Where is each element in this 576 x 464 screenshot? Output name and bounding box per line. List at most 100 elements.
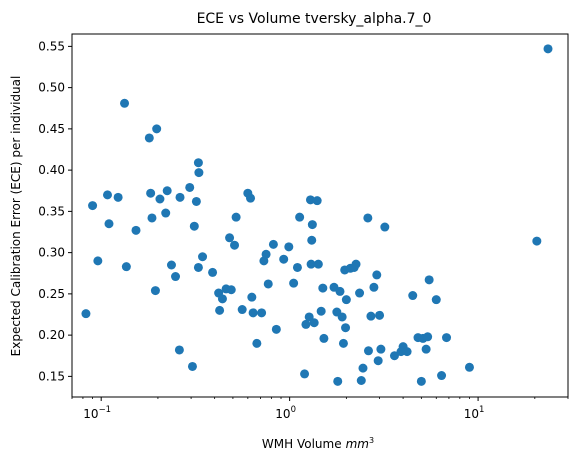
x-tick-label-0: 10−1: [83, 405, 111, 421]
data-point-34: [225, 233, 235, 243]
y-tick-label-4: 0.35: [38, 204, 65, 218]
data-point-17: [166, 260, 176, 270]
data-point-41: [247, 292, 257, 302]
data-point-14: [155, 194, 165, 204]
data-point-16: [162, 186, 172, 196]
data-point-86: [369, 282, 379, 292]
plot-background: [72, 34, 568, 397]
data-point-43: [252, 338, 262, 348]
data-point-51: [284, 242, 294, 252]
y-axis-title: Expected Calibration Error (ECE) per ind…: [9, 76, 23, 357]
y-tick-label-5: 0.40: [38, 163, 65, 177]
data-point-49: [271, 324, 281, 334]
data-point-76: [341, 295, 351, 305]
data-point-10: [146, 188, 156, 198]
data-point-62: [309, 318, 319, 328]
data-point-88: [373, 356, 383, 366]
points-layer: [81, 44, 553, 386]
data-point-107: [532, 236, 542, 246]
data-point-46: [261, 249, 271, 259]
data-point-72: [337, 312, 347, 322]
data-point-31: [215, 305, 225, 315]
data-point-4: [104, 219, 114, 229]
data-point-20: [174, 345, 184, 355]
data-point-38: [237, 305, 247, 315]
data-point-3: [102, 190, 112, 200]
data-point-70: [333, 376, 343, 386]
data-point-61: [307, 220, 317, 230]
data-point-37: [231, 212, 241, 222]
data-point-98: [416, 376, 426, 386]
data-point-53: [292, 262, 302, 272]
data-point-32: [217, 294, 227, 304]
data-point-28: [198, 252, 208, 262]
data-point-55: [300, 369, 310, 379]
data-point-0: [81, 309, 91, 319]
data-point-104: [437, 371, 447, 381]
data-point-2: [93, 256, 103, 266]
plot-area: 10−1 100 101 0.150.200.250.300.350.400.450…: [38, 33, 569, 421]
x-axis-unit-exponent: 3: [369, 436, 374, 445]
data-point-25: [193, 158, 203, 168]
data-point-35: [226, 285, 236, 295]
data-point-21: [185, 182, 195, 192]
x-axis-title-text: WMH Volume: [262, 437, 342, 451]
x-axis: 10−1 100 101: [71, 397, 569, 421]
data-point-90: [376, 344, 386, 354]
data-point-106: [464, 362, 474, 372]
data-point-83: [363, 213, 373, 223]
data-point-103: [431, 295, 441, 305]
data-point-80: [355, 288, 365, 298]
data-point-48: [268, 239, 278, 249]
data-point-66: [318, 283, 328, 293]
data-point-82: [358, 363, 368, 373]
data-point-42: [248, 308, 258, 318]
data-point-64: [313, 259, 323, 269]
y-axis: 0.15 0.20 0.25 0.30 0.35 0.40 0.45 0.50 0.55: [38, 39, 72, 383]
data-point-47: [263, 279, 273, 289]
data-point-7: [121, 262, 131, 272]
data-point-5: [113, 192, 123, 202]
x-axis-title: WMH Volume mm3: [262, 436, 374, 451]
data-point-8: [131, 225, 141, 235]
data-point-22: [187, 361, 197, 371]
data-point-9: [144, 133, 154, 143]
data-point-23: [189, 221, 199, 231]
data-point-73: [338, 338, 348, 348]
data-point-11: [147, 213, 157, 223]
data-point-18: [171, 272, 181, 282]
data-point-60: [307, 235, 317, 245]
data-point-84: [363, 346, 373, 356]
data-point-87: [372, 270, 382, 280]
data-point-101: [423, 332, 433, 342]
data-point-13: [152, 124, 162, 134]
data-point-1: [88, 201, 98, 211]
y-tick-label-0: 0.15: [38, 369, 65, 383]
data-point-81: [356, 376, 366, 385]
data-point-75: [341, 323, 351, 333]
y-tick-label-8: 0.55: [38, 39, 65, 53]
y-tick-label-7: 0.50: [38, 81, 65, 95]
data-point-102: [424, 275, 434, 285]
data-point-95: [402, 347, 412, 357]
data-point-67: [319, 333, 329, 343]
data-point-52: [289, 278, 299, 288]
data-point-85: [366, 311, 376, 321]
data-point-54: [295, 212, 305, 222]
data-point-36: [230, 240, 240, 250]
data-point-40: [246, 193, 256, 203]
data-point-15: [161, 208, 171, 218]
y-tick-label-6: 0.45: [38, 122, 65, 136]
data-point-89: [375, 310, 385, 320]
data-point-44: [257, 308, 267, 318]
data-point-59: [306, 259, 316, 269]
data-point-29: [208, 267, 218, 277]
y-tick-label-3: 0.30: [38, 246, 65, 260]
x-tick-label-1: 100: [275, 405, 296, 421]
data-point-96: [408, 291, 418, 301]
y-tick-label-2: 0.25: [38, 287, 65, 301]
data-point-108: [543, 44, 553, 54]
data-point-56: [301, 319, 311, 329]
x-axis-unit: mm: [346, 437, 369, 451]
